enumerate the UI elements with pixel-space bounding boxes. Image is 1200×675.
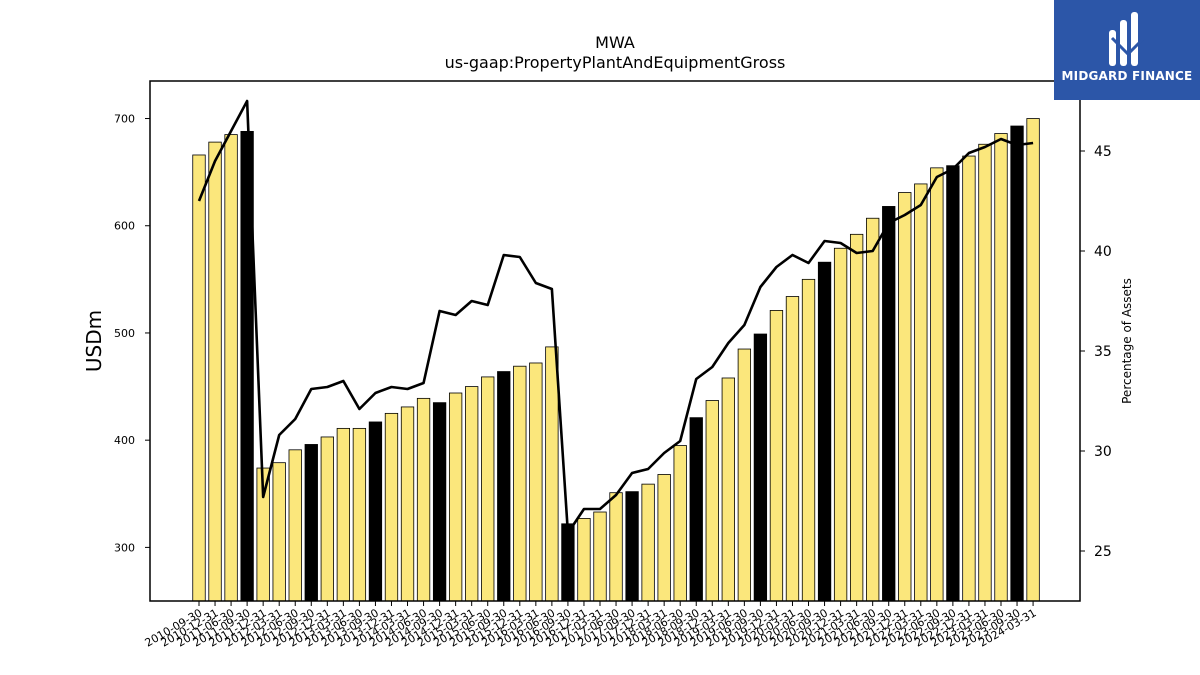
bar (641, 483, 655, 602)
plot-frame (149, 80, 1081, 602)
y2-tick-label: 25 (1094, 544, 1112, 560)
bar (769, 310, 784, 602)
bar (673, 445, 687, 602)
bar (898, 192, 912, 602)
y2-tick-label: 40 (1094, 244, 1112, 260)
bar (882, 206, 896, 602)
bar (1010, 125, 1024, 602)
y-tick-label: 500 (114, 327, 135, 340)
chart-subtitle: us-gaap:PropertyPlantAndEquipmentGross (445, 53, 786, 72)
bar (416, 397, 431, 602)
bar (833, 247, 848, 602)
bar (930, 167, 944, 602)
bar (497, 371, 511, 602)
bar (962, 155, 976, 602)
bar (448, 392, 463, 602)
bar (994, 133, 1008, 602)
bar (817, 261, 832, 602)
bar (1026, 118, 1040, 602)
y2-tick-label: 30 (1094, 444, 1112, 460)
bar (801, 278, 816, 602)
bar (737, 348, 752, 602)
bar (609, 492, 623, 602)
bar (384, 412, 399, 602)
percentage-line (197, 99, 1034, 535)
bar (689, 417, 703, 602)
left-axis: 300 400 500 600 700 (114, 113, 150, 554)
y2-tick-label: 45 (1094, 144, 1112, 160)
x-axis: 2010-09-302010-12-312011-06-302011-09-30… (143, 601, 1039, 650)
midgard-finance-logo: MIDGARD FINANCE (1054, 0, 1200, 100)
bar (593, 511, 607, 602)
midgard-logo-icon (1109, 12, 1146, 66)
bar (208, 141, 222, 602)
bar (481, 376, 495, 602)
bar (914, 183, 928, 602)
bar (320, 436, 334, 602)
right-axis: 25 30 35 40 45 (1080, 144, 1112, 560)
chart-title: MWA (595, 33, 635, 52)
bar (866, 217, 880, 602)
bar (352, 427, 367, 602)
bar (513, 365, 527, 602)
y-tick-label: 400 (114, 434, 135, 447)
y-tick-label: 600 (114, 220, 135, 233)
bar (288, 449, 302, 602)
bar (224, 134, 238, 602)
bar (785, 296, 800, 602)
bar (625, 491, 639, 602)
bar (849, 233, 864, 602)
bar (529, 362, 543, 602)
bar (304, 444, 318, 602)
y2-tick-label: 35 (1094, 344, 1112, 360)
bar (978, 143, 992, 602)
bar (721, 377, 735, 602)
bar (545, 346, 559, 602)
bar (465, 386, 479, 602)
y-tick-label: 300 (114, 541, 135, 554)
bar (368, 421, 383, 602)
bar (561, 523, 575, 602)
bar (705, 400, 719, 602)
logo-text: MIDGARD FINANCE (1061, 69, 1193, 83)
bar (657, 474, 671, 602)
bar (432, 402, 447, 602)
bar (400, 406, 415, 602)
bar (753, 333, 768, 602)
y2-axis-label: Percentage of Assets (1120, 278, 1134, 404)
bar-series (192, 118, 1040, 602)
bar (577, 518, 591, 602)
y-tick-label: 700 (114, 113, 135, 126)
y-axis-label: USDm (82, 310, 106, 372)
bar (336, 427, 351, 602)
bar (272, 462, 286, 602)
bar (192, 154, 206, 602)
bar (946, 165, 960, 602)
